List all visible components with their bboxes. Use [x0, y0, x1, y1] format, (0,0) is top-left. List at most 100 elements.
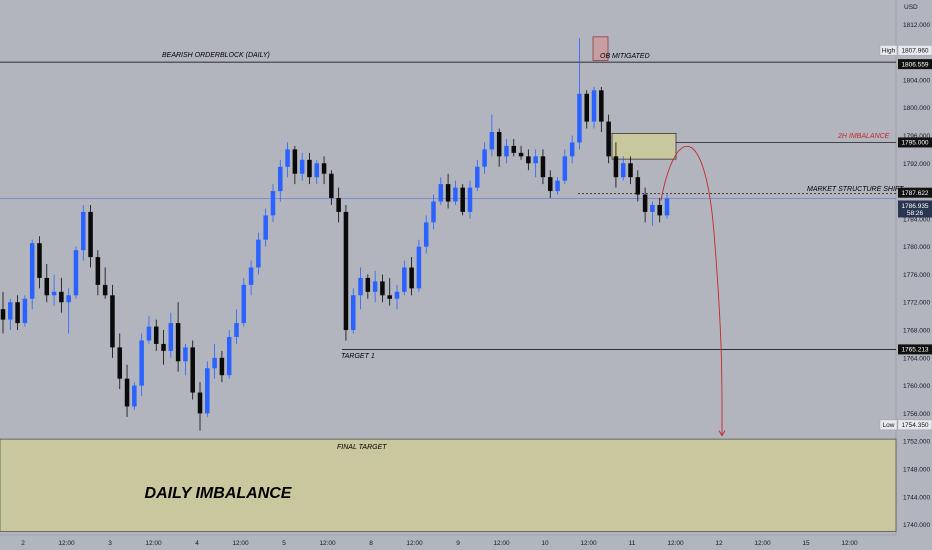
price-tag-box	[879, 45, 898, 56]
candle-body	[278, 166, 283, 192]
candle-body	[599, 90, 604, 122]
candle-body	[555, 180, 560, 192]
price-label-box	[897, 45, 932, 56]
x-tick-label: 12	[715, 540, 723, 547]
candle-body	[475, 166, 480, 188]
price-label-box	[898, 59, 932, 70]
candle-body	[526, 156, 531, 164]
candle-body	[256, 239, 261, 268]
candle-body	[511, 145, 517, 153]
price-label-box	[898, 137, 932, 148]
candle-body	[635, 177, 641, 195]
price-labels: High 1807.960 1806.559 1795.000 1787.622 1786…	[879, 45, 932, 431]
y-tick-label: 1772.000	[903, 300, 930, 307]
y-tick-label: 1812.000	[903, 22, 930, 29]
candle-body	[489, 132, 495, 150]
x-tick-label: 12:00	[406, 540, 423, 547]
candle-body	[540, 156, 546, 178]
candle-body	[146, 326, 152, 341]
candle-body	[628, 163, 633, 178]
price-tag-label: High	[882, 48, 896, 55]
candle-body	[95, 257, 101, 285]
candle-body	[270, 191, 276, 216]
y-tick-label: 1784.000	[903, 216, 930, 223]
candle-body	[329, 173, 334, 199]
candle-body	[496, 132, 502, 157]
candle-body	[183, 347, 188, 362]
mss-label: MARKET STRUCTURE SHIFT	[807, 186, 904, 193]
candle-body	[307, 159, 312, 178]
candle-body	[124, 378, 130, 407]
y-tick-label: 1804.000	[903, 77, 930, 84]
candle-body	[219, 357, 225, 376]
candle-body	[423, 222, 429, 247]
ob-mitigated-label: OB MITIGATED	[600, 53, 650, 60]
x-tick-label: 12:00	[580, 540, 597, 547]
candle-body	[37, 243, 42, 278]
candle-body	[248, 267, 254, 285]
candle-body	[642, 194, 648, 212]
target1-label: TARGET 1	[341, 353, 375, 360]
candle-body	[657, 204, 662, 216]
imbalance-2h-label: 2H IMBALANCE	[837, 133, 890, 140]
y-tick-label: 1744.000	[903, 494, 930, 501]
candle-body	[547, 177, 553, 192]
candle-body	[409, 267, 414, 289]
price-tag-label: Low	[883, 422, 895, 429]
candle-body	[402, 267, 407, 292]
candle-body	[577, 93, 582, 143]
x-tick-label: 12:00	[319, 540, 336, 547]
price-label-value: 1765.213	[901, 347, 928, 354]
y-tick-label: 1776.000	[903, 272, 930, 279]
countdown-label: 58:26	[907, 210, 924, 217]
price-label-box	[898, 200, 932, 218]
price-axis-panel	[896, 0, 932, 550]
x-axis-ticks: 2 12:00 3 12:00 4 12:00 5 12:00 8 12:00 9 12:00 10 12…	[21, 540, 858, 547]
bearish-ob-label: BEARISH ORDERBLOCK (DAILY)	[162, 52, 270, 59]
price-label-box	[898, 187, 932, 198]
candle-body	[606, 121, 611, 157]
x-tick-label: 2	[21, 540, 25, 547]
candle-body	[153, 326, 159, 344]
y-tick-label: 1792.000	[903, 161, 930, 168]
candle-body	[467, 187, 473, 212]
y-tick-label: 1800.000	[903, 105, 930, 112]
candle-body	[650, 204, 655, 212]
candle-body	[569, 142, 575, 157]
candle-body	[314, 163, 320, 178]
candle-body	[8, 302, 13, 320]
candle-body	[29, 243, 35, 299]
x-tick-label: 12:00	[841, 540, 858, 547]
candle-body	[584, 93, 589, 122]
imbalance-2h-box	[611, 133, 677, 160]
x-tick-label: 12:00	[493, 540, 510, 547]
candle-body	[416, 246, 422, 289]
candle-body	[197, 392, 203, 414]
x-tick-label: 12:00	[58, 540, 75, 547]
x-tick-label: 12:00	[754, 540, 771, 547]
x-tick-label: 12:00	[667, 540, 684, 547]
candle-body	[518, 152, 524, 157]
candle-body	[299, 159, 305, 174]
x-tick-label: 5	[282, 540, 286, 547]
candle-body	[175, 323, 181, 362]
price-tag-box	[879, 419, 898, 431]
candle-body	[51, 291, 57, 296]
candle-body	[562, 156, 568, 181]
candle-body	[139, 340, 144, 386]
candle-body	[190, 347, 195, 393]
candle-body	[438, 184, 444, 202]
y-tick-label: 1740.000	[903, 522, 930, 529]
candles	[0, 38, 670, 431]
daily-imbalance-zone	[0, 438, 897, 532]
final-target-label: FINAL TARGET	[337, 444, 387, 451]
candle-body	[460, 187, 465, 212]
x-tick-label: 10	[541, 540, 549, 547]
price-label-box	[897, 419, 932, 431]
candle-body	[321, 163, 327, 174]
candle-body	[73, 250, 79, 296]
candle-body	[212, 357, 217, 369]
candle-body	[387, 295, 392, 299]
candle-body	[88, 211, 93, 258]
candle-body	[102, 284, 108, 296]
